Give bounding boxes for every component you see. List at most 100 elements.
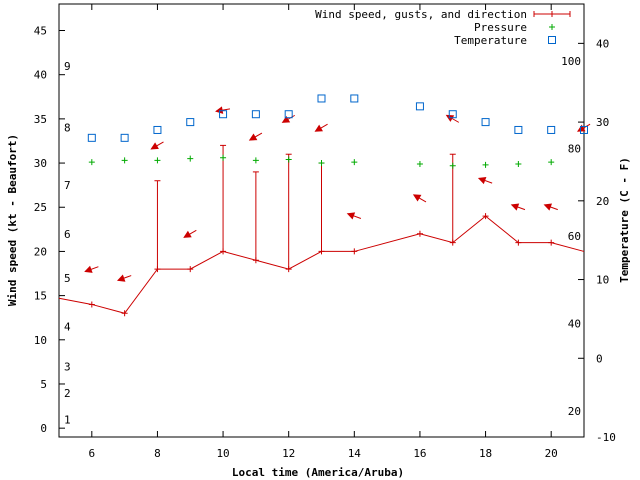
temperature-point: [415, 102, 424, 111]
pressure-series: [88, 154, 555, 169]
wind-speed-point: [121, 310, 128, 317]
temperature-point: [219, 110, 228, 119]
wind-speed-line: [58, 215, 585, 314]
pressure-point: [449, 162, 456, 169]
x-tick-label: 14: [348, 447, 362, 460]
arrow-head: [477, 176, 487, 185]
temperature-series: [87, 94, 588, 142]
pressure-point: [351, 159, 358, 166]
fahrenheit-label: 80: [568, 142, 581, 155]
arrow-head: [84, 265, 93, 273]
y-tick-label: 20: [34, 245, 47, 258]
temperature-point: [87, 133, 96, 142]
axis-tick-labels: 6 8 10 12 14 16 18 20051015202530354045-1001020…: [34, 25, 616, 460]
pressure-point: [154, 157, 161, 164]
legend-marker: [548, 36, 556, 44]
beaufort-label: 9: [64, 60, 71, 73]
arrow-head: [116, 274, 126, 282]
beaufort-label: 1: [64, 413, 71, 426]
pressure-point: [121, 157, 128, 164]
gust-lines: [154, 144, 456, 270]
arrow-head: [314, 124, 323, 132]
y2-tick-label: 40: [596, 37, 609, 50]
wind-speed-point: [416, 230, 423, 237]
wind-direction-arrows: [84, 106, 591, 282]
y2-tick-label: 20: [596, 195, 609, 208]
wind-direction-arrow: [215, 106, 231, 114]
wind-direction-arrow: [84, 265, 99, 273]
temperature-point: [514, 125, 523, 134]
x-tick-label: 6: [89, 447, 96, 460]
beaufort-label: 6: [64, 228, 71, 241]
temperature-point: [186, 118, 195, 127]
pressure-point: [416, 160, 423, 167]
wind-speed-point: [187, 266, 194, 273]
temperature-point: [284, 110, 293, 119]
temperature-point: [153, 125, 162, 134]
beaufort-label: 3: [64, 360, 71, 373]
x-tick-label: 12: [282, 447, 295, 460]
wind-direction-arrow: [477, 176, 493, 185]
wind-speed-point: [252, 257, 259, 264]
legend-marker: [549, 11, 555, 17]
temperature-point: [547, 125, 556, 134]
wind-speed-point: [515, 239, 522, 246]
arrow-head: [346, 212, 356, 220]
y-axis-label: Wind speed (kt - Beaufort): [6, 134, 19, 306]
fahrenheit-label: 20: [568, 405, 581, 418]
temperature-point: [120, 133, 129, 142]
pressure-point: [318, 160, 325, 167]
y-tick-label: 5: [40, 378, 47, 391]
wind-direction-arrow: [510, 203, 526, 211]
wind-direction-arrow: [314, 123, 328, 132]
y-tick-label: 25: [34, 201, 47, 214]
y-tick-label: 30: [34, 157, 47, 170]
fahrenheit-scale: 20 40 60 80 100: [561, 55, 581, 418]
arrow-head: [543, 203, 553, 211]
x-tick-label: 18: [479, 447, 492, 460]
y-tick-label: 40: [34, 69, 47, 82]
axis-ticks: [59, 4, 584, 438]
beaufort-label: 2: [64, 387, 71, 400]
pressure-point: [548, 159, 555, 166]
legend-label: Wind speed, gusts, and direction: [315, 8, 527, 21]
y2-tick-label: -10: [596, 431, 616, 444]
pressure-point: [88, 159, 95, 166]
y-tick-label: 15: [34, 290, 47, 303]
beaufort-label: 7: [64, 179, 71, 192]
wind-speed-point: [154, 266, 161, 273]
y-tick-label: 45: [34, 25, 47, 38]
arrow-head: [150, 142, 159, 150]
wind-direction-arrow: [412, 194, 427, 203]
pressure-point: [515, 160, 522, 167]
y2-tick-label: 30: [596, 116, 609, 129]
legend-label: Pressure: [474, 21, 527, 34]
pressure-point: [285, 156, 292, 163]
arrow-head: [281, 115, 291, 123]
y2-tick-label: 0: [596, 352, 603, 365]
wind-direction-arrow: [445, 114, 460, 123]
x-tick-label: 10: [216, 447, 229, 460]
y-tick-label: 10: [34, 334, 47, 347]
x-axis-label: Local time (America/Aruba): [232, 466, 404, 479]
temperature-point: [580, 125, 588, 134]
temperature-point: [481, 118, 490, 127]
y-tick-label: 35: [34, 113, 47, 126]
x-tick-label: 8: [154, 447, 161, 460]
wind-speed-point: [88, 301, 95, 308]
fahrenheit-label: 100: [561, 55, 581, 68]
wind-speed-point: [285, 266, 292, 273]
wind-speed-point: [548, 239, 555, 246]
x-tick-label: 16: [413, 447, 426, 460]
wind-direction-arrow: [543, 203, 558, 211]
wind-direction-arrow: [116, 274, 132, 282]
fahrenheit-label: 60: [568, 230, 581, 243]
arrow-head: [510, 203, 520, 211]
wind-direction-arrow: [576, 123, 591, 132]
y-tick-label: 0: [40, 422, 47, 435]
temperature-point: [350, 94, 359, 103]
wind-speed-point: [351, 248, 358, 255]
pressure-point: [482, 161, 489, 168]
arrow-head: [183, 230, 192, 238]
